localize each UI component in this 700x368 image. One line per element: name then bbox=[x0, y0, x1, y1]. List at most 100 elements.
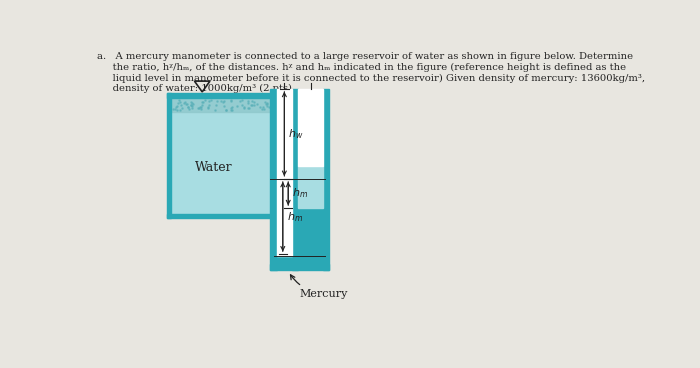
Point bbox=[234, 98, 245, 104]
Point bbox=[199, 97, 210, 103]
Point bbox=[181, 101, 192, 107]
Point bbox=[185, 99, 196, 105]
Text: $h_m$: $h_m$ bbox=[292, 187, 308, 201]
Point bbox=[246, 98, 258, 104]
Point bbox=[236, 97, 247, 103]
Point bbox=[203, 102, 214, 108]
Bar bbox=[276, 89, 292, 263]
Bar bbox=[172, 98, 272, 213]
Point bbox=[178, 100, 190, 106]
Text: density of water: 1000kg/m³ (2 pts): density of water: 1000kg/m³ (2 pts) bbox=[97, 84, 292, 93]
Point bbox=[255, 104, 266, 110]
Point bbox=[262, 103, 273, 109]
Point bbox=[248, 99, 260, 105]
Point bbox=[176, 102, 187, 108]
Point bbox=[197, 99, 209, 105]
Point bbox=[211, 98, 223, 103]
Point bbox=[246, 102, 257, 108]
Point bbox=[202, 104, 214, 110]
Point bbox=[263, 105, 274, 110]
Text: Mercury: Mercury bbox=[290, 275, 348, 299]
Point bbox=[243, 98, 254, 103]
Point bbox=[225, 107, 237, 113]
Point bbox=[197, 102, 208, 108]
Point bbox=[195, 105, 206, 110]
Point bbox=[243, 105, 254, 111]
Point bbox=[169, 106, 181, 112]
Point bbox=[184, 106, 195, 112]
Point bbox=[225, 97, 237, 103]
Bar bbox=[272, 93, 300, 98]
Bar bbox=[298, 208, 323, 263]
Point bbox=[242, 100, 253, 106]
Text: $h_m$: $h_m$ bbox=[287, 210, 302, 223]
Point bbox=[202, 105, 214, 111]
Point bbox=[195, 106, 206, 112]
Bar bbox=[270, 263, 329, 270]
Point bbox=[171, 104, 182, 110]
Point bbox=[186, 100, 197, 106]
Bar bbox=[298, 166, 323, 208]
Point bbox=[220, 107, 231, 113]
Point bbox=[193, 105, 204, 111]
Point bbox=[216, 98, 227, 104]
Point bbox=[257, 104, 268, 110]
Bar bbox=[270, 89, 276, 270]
Point bbox=[260, 101, 271, 107]
Point bbox=[220, 107, 232, 113]
Point bbox=[238, 105, 249, 111]
Point bbox=[172, 107, 183, 113]
Point bbox=[244, 105, 255, 111]
Point bbox=[173, 100, 184, 106]
Point bbox=[260, 99, 271, 105]
Text: $h_w$: $h_w$ bbox=[288, 127, 304, 141]
Point bbox=[179, 99, 190, 105]
Point bbox=[209, 107, 220, 113]
Point bbox=[194, 105, 205, 111]
Point bbox=[218, 103, 230, 109]
Text: the ratio, hᵡ/hₘ, of the distances. hᵡ and hₘ indicated in the figure (reference: the ratio, hᵡ/hₘ, of the distances. hᵡ a… bbox=[97, 63, 626, 72]
Point bbox=[218, 98, 229, 104]
Bar bbox=[167, 93, 276, 98]
Point bbox=[196, 104, 207, 110]
Point bbox=[227, 104, 238, 110]
Point bbox=[168, 106, 179, 112]
Point bbox=[174, 99, 186, 105]
Bar bbox=[272, 154, 276, 218]
Point bbox=[247, 102, 258, 108]
Point bbox=[261, 100, 272, 106]
Point bbox=[259, 106, 270, 112]
Point bbox=[210, 102, 221, 107]
Bar bbox=[276, 256, 292, 263]
Point bbox=[174, 107, 186, 113]
Point bbox=[183, 104, 194, 110]
Bar bbox=[323, 89, 329, 270]
Text: Water: Water bbox=[195, 161, 232, 174]
Point bbox=[237, 102, 248, 108]
Point bbox=[256, 106, 267, 112]
Point bbox=[218, 99, 229, 105]
Point bbox=[174, 98, 185, 103]
Point bbox=[252, 100, 263, 106]
Point bbox=[186, 102, 197, 108]
Point bbox=[225, 105, 236, 111]
Point bbox=[181, 100, 192, 106]
Bar bbox=[292, 89, 298, 270]
Point bbox=[183, 104, 194, 110]
Point bbox=[197, 99, 208, 105]
Point bbox=[185, 102, 196, 108]
Point bbox=[176, 105, 188, 111]
Point bbox=[226, 98, 237, 104]
Point bbox=[232, 103, 243, 109]
Bar bbox=[172, 98, 272, 112]
Point bbox=[187, 103, 198, 109]
Point bbox=[188, 102, 199, 107]
Point bbox=[187, 105, 198, 111]
Point bbox=[204, 98, 215, 104]
Point bbox=[205, 97, 216, 103]
Bar bbox=[167, 213, 276, 218]
Point bbox=[248, 102, 259, 108]
Bar bbox=[298, 89, 323, 166]
Bar bbox=[272, 150, 276, 154]
Text: a.   A mercury manometer is connected to a large reservoir of water as shown in : a. A mercury manometer is connected to a… bbox=[97, 52, 633, 61]
